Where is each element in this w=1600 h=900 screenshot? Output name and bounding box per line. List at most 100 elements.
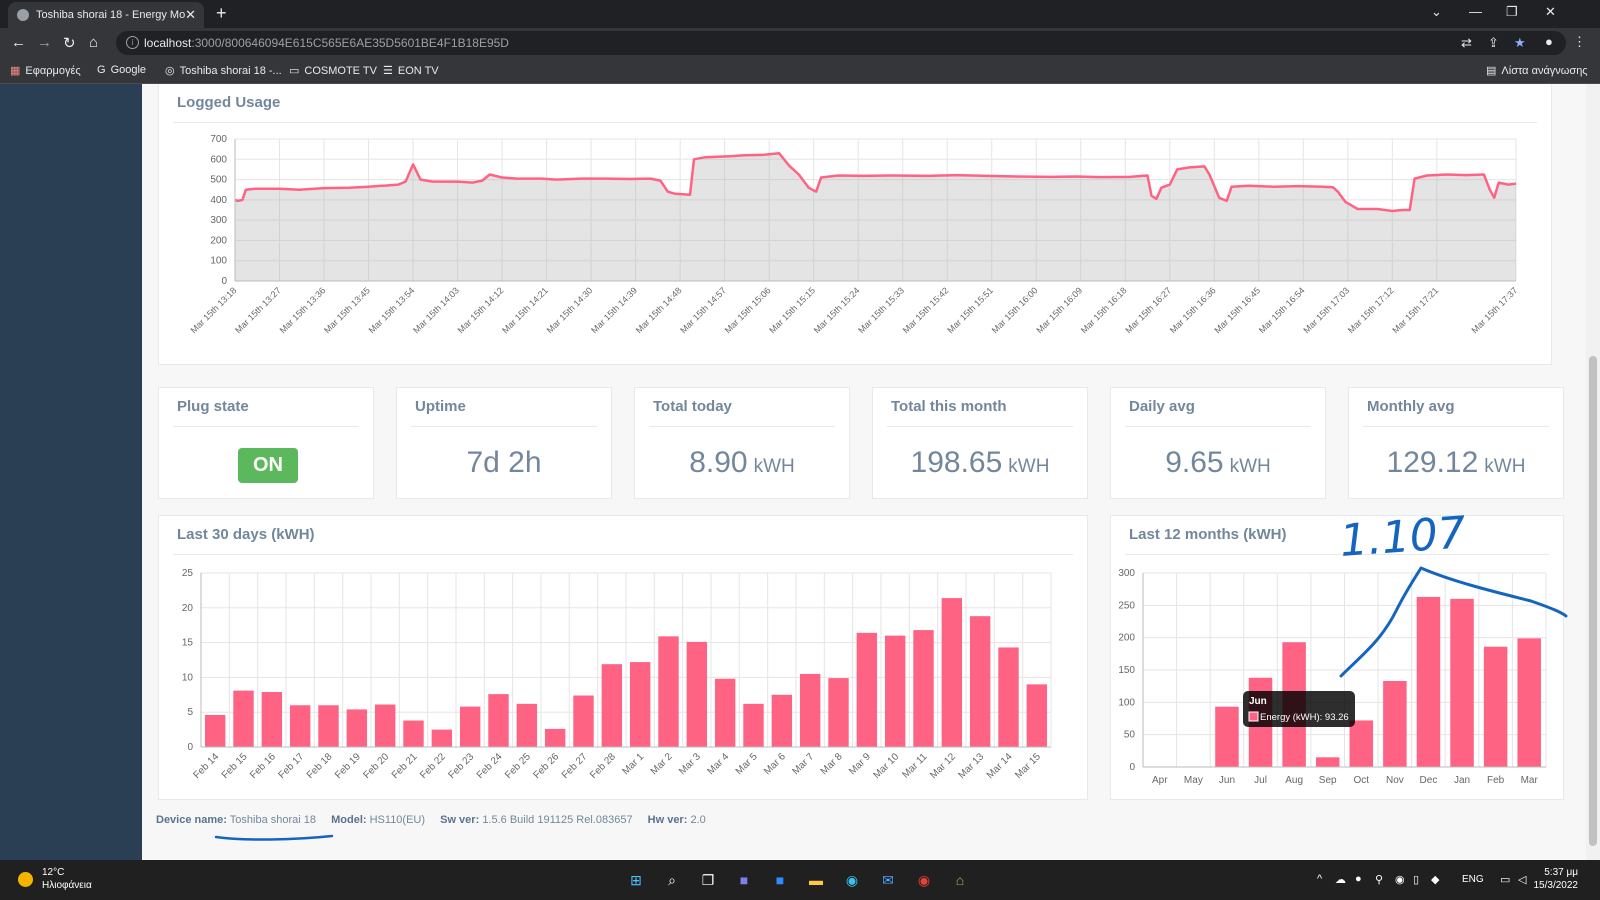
defender-icon[interactable]: ◆	[1431, 874, 1440, 886]
browser-toolbar: ← → ↻ ⌂ i localhost:3000/800646094E615C5…	[0, 28, 1600, 58]
edge-icon[interactable]: ◉	[845, 872, 859, 888]
x-tick-label: Mar 15th 13:54	[367, 285, 417, 335]
file-explorer-icon[interactable]: ▬	[809, 872, 823, 888]
app-icon[interactable]: ⌂	[955, 872, 965, 888]
network-icon[interactable]: ▭	[1500, 874, 1511, 886]
usb-icon[interactable]: ▯	[1413, 874, 1420, 886]
x-tick-label: Mar 15th 13:36	[278, 285, 328, 335]
apps-grid-icon: ▦	[10, 65, 21, 77]
onedrive-icon[interactable]: ☁	[1335, 874, 1346, 886]
stat-title: Total this month	[891, 398, 1007, 415]
search-icon[interactable]: ⌕	[668, 872, 676, 888]
sw-ver-label: Sw ver:	[440, 814, 480, 826]
x-tick-label: Feb 14	[191, 751, 221, 781]
bar-mar	[1517, 638, 1541, 767]
device-name-info: Device name: Toshiba shorai 18	[156, 814, 316, 826]
tray-chrome-icon[interactable]: ◉	[1395, 874, 1405, 886]
teams-chat-icon[interactable]: ■	[739, 872, 749, 888]
bar-mar-4	[714, 678, 736, 747]
tray-app-icon[interactable]: ●	[1355, 873, 1362, 885]
x-tick-label: Feb 18	[305, 751, 335, 781]
scrollbar-thumb[interactable]	[1589, 356, 1597, 846]
task-view-icon[interactable]: ❐	[701, 872, 715, 888]
profile-icon[interactable]: ●	[1545, 34, 1553, 49]
x-tick-label: May	[1184, 775, 1203, 786]
site-info-icon[interactable]: i	[126, 36, 139, 49]
home-icon[interactable]: ⌂	[89, 34, 99, 51]
x-tick-label: Mar 15th 15:42	[901, 285, 951, 335]
x-tick-label: Feb 21	[390, 751, 420, 781]
translate-icon[interactable]: ⇄	[1461, 35, 1472, 50]
y-tick-label: 700	[210, 134, 227, 145]
logged-usage-title: Logged Usage	[177, 94, 281, 111]
weather-widget[interactable]: 12°C Ηλιοφάνεια	[42, 866, 92, 892]
stat-unit: kWH	[753, 456, 795, 477]
device-name-value: Toshiba shorai 18	[229, 814, 317, 826]
bar-feb-25	[516, 703, 538, 747]
model-info: Model: HS110(EU)	[331, 814, 425, 826]
plug-on-badge[interactable]: ON	[238, 448, 298, 483]
x-tick-label: Mar 10	[872, 751, 902, 781]
last-12-months-panel: Last 12 months (kWH) 0 50 100 150 200 250 300 A…	[1110, 507, 1568, 800]
total-month-value: 198.65	[910, 446, 1003, 479]
new-tab-icon[interactable]: +	[216, 3, 227, 23]
windows-start-icon[interactable]: ⊞	[630, 872, 642, 888]
clock-date: 15/3/2022	[1533, 880, 1579, 891]
bookmark-star-icon[interactable]: ★	[1514, 35, 1526, 50]
bar-mar-14	[998, 647, 1019, 747]
bar-jun	[1215, 706, 1239, 767]
bar-feb-14	[204, 714, 226, 747]
clock[interactable]: 5:37 μμ 15/3/2022	[1534, 866, 1579, 892]
tab-energy-monitor[interactable]: Toshiba shorai 18 - Energy Monit ✕	[8, 2, 204, 28]
address-bar[interactable]: i localhost:3000/800646094E615C565E6AE35…	[116, 31, 1566, 55]
bar-mar-1	[629, 662, 651, 747]
bookmark-eon[interactable]: ☰ EON TV	[383, 64, 439, 77]
device-name-label: Device name:	[156, 814, 227, 826]
minimize-icon[interactable]: —	[1469, 4, 1482, 19]
share-icon[interactable]: ⇪	[1488, 35, 1499, 50]
x-tick-label: Feb 28	[588, 751, 618, 781]
x-tick-label: Mar 15	[1013, 751, 1043, 781]
stat-value: 198.65 kWH	[873, 446, 1087, 480]
back-icon[interactable]: ←	[11, 34, 26, 51]
chrome-icon[interactable]: ◉	[917, 872, 931, 888]
bar-mar-9	[856, 632, 878, 747]
clock-time: 5:37 μμ	[1544, 867, 1578, 878]
divider	[1363, 426, 1549, 427]
bookmark-toshiba[interactable]: ◎ Toshiba shorai 18 -...	[165, 64, 282, 77]
google-icon: G	[97, 64, 106, 76]
x-tick-label: Feb 23	[446, 751, 476, 781]
bar-feb-24	[488, 694, 509, 747]
tray-search-icon[interactable]: ⚲	[1375, 874, 1384, 886]
stat-value: 9.65 kWH	[1111, 446, 1325, 480]
bookmark-google[interactable]: G Google	[97, 64, 146, 76]
restore-icon[interactable]: ❐	[1506, 4, 1518, 19]
reading-list[interactable]: ▤ Λίστα ανάγνωσης	[1486, 64, 1588, 77]
mail-icon[interactable]: ✉	[882, 872, 894, 888]
zoom-icon[interactable]: ■	[775, 872, 785, 888]
tray-chevron-icon[interactable]: ^	[1317, 873, 1323, 885]
tab-search-icon[interactable]: ⌄	[1431, 4, 1442, 19]
forward-icon[interactable]: →	[37, 34, 52, 51]
language-indicator[interactable]: ENG	[1462, 874, 1484, 885]
x-tick-label: Mar 15th 14:03	[411, 285, 461, 335]
x-tick-label: Mar 15th 14:48	[634, 285, 684, 335]
y-tick-label: 0	[187, 742, 193, 753]
bar-mar-12	[941, 598, 963, 747]
x-tick-label: Feb 26	[531, 751, 561, 781]
bookmark-apps[interactable]: ▦ Εφαρμογές	[10, 64, 81, 77]
volume-icon[interactable]: ◁	[1518, 874, 1527, 886]
x-tick-label: Apr	[1152, 775, 1168, 786]
bookmark-cosmote[interactable]: ▭ COSMOTE TV	[289, 64, 377, 77]
x-tick-label: Mar 15th 17:03	[1301, 285, 1351, 335]
x-tick-label: Mar 15th 17:12	[1346, 285, 1396, 335]
x-tick-label: Sep	[1319, 775, 1337, 786]
close-tab-icon[interactable]: ✕	[185, 7, 196, 22]
x-tick-label: Nov	[1386, 775, 1404, 786]
close-window-icon[interactable]: ✕	[1545, 4, 1556, 19]
menu-icon[interactable]: ⋮	[1573, 34, 1586, 49]
sun-icon[interactable]	[18, 872, 33, 887]
bar-jan	[1450, 598, 1474, 767]
x-tick-label: Mar 15th 13:18	[189, 285, 239, 335]
reload-icon[interactable]: ↻	[63, 35, 76, 52]
